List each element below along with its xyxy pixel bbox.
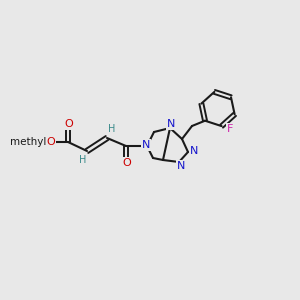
Text: H: H xyxy=(79,155,87,165)
Text: O: O xyxy=(64,119,74,129)
Text: N: N xyxy=(177,161,185,171)
Text: F: F xyxy=(226,124,233,134)
Text: O: O xyxy=(123,158,131,168)
Text: O: O xyxy=(46,137,56,147)
Text: N: N xyxy=(167,119,175,129)
Text: N: N xyxy=(142,140,150,150)
Text: N: N xyxy=(190,146,198,156)
Text: H: H xyxy=(108,124,116,134)
Text: methyl: methyl xyxy=(10,137,46,147)
